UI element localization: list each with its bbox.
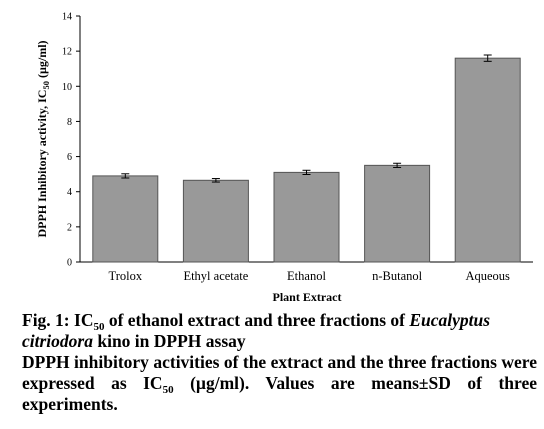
caption-title-suffix: kino in DPPH assay <box>92 331 246 351</box>
caption-description-prefix: DPPH inhibitory activities of the extrac… <box>22 352 537 393</box>
y-axis-title-sub: 50 <box>41 81 51 90</box>
y-tick-label: 0 <box>67 258 72 269</box>
y-axis-title: DPPH Inhibitory activity, IC50 (µg/ml) <box>35 40 51 237</box>
caption-species-name: Eucalyptus citriodora <box>22 310 491 351</box>
caption-description-suffix: (µg/ml). Values are means±SD of three ex… <box>22 373 537 414</box>
y-tick-label: 14 <box>62 12 72 23</box>
bar-chart: 0 2 4 6 8 10 12 14 Trolox Ethyl acetate Ethanol n-B… <box>35 12 533 304</box>
y-tick-label: 4 <box>67 187 72 198</box>
y-axis-title-unit: (µg/ml) <box>35 40 49 81</box>
y-axis-title-main: DPPH Inhibitory activity, IC <box>35 90 49 238</box>
x-tick-label: Ethanol <box>287 269 326 283</box>
bar <box>273 171 340 263</box>
caption-title-subscript: 50 <box>93 321 105 333</box>
y-tick-label: 2 <box>67 222 72 233</box>
x-tick-label: Trolox <box>109 269 143 283</box>
y-tick-label: 6 <box>67 152 72 163</box>
caption-title-prefix: Fig. 1: IC <box>22 310 94 330</box>
figure-caption: Fig. 1: IC50 of ethanol extract and thre… <box>22 310 537 415</box>
caption-title-middle: of ethanol extract and three fractions o… <box>104 310 410 330</box>
x-tick-label: Aqueous <box>465 269 510 283</box>
y-tick-label: 8 <box>67 117 72 128</box>
x-tick-label: n-Butanol <box>372 269 423 283</box>
y-tick-label: 10 <box>62 82 72 93</box>
caption-description: DPPH inhibitory activities of the extrac… <box>22 352 537 415</box>
bar <box>454 57 521 263</box>
caption-description-subscript: 50 <box>162 384 174 396</box>
y-tick-label: 12 <box>62 47 72 58</box>
bar <box>92 175 159 263</box>
plot-area: 0 2 4 6 8 10 12 14 Trolox Ethyl acetate Ethanol n-B… <box>62 12 533 283</box>
bar <box>182 179 249 263</box>
caption-title: Fig. 1: IC50 of ethanol extract and thre… <box>22 310 537 352</box>
bar <box>364 164 431 263</box>
x-tick-label: Ethyl acetate <box>183 269 248 283</box>
x-axis-title: Plant Extract <box>273 290 342 304</box>
